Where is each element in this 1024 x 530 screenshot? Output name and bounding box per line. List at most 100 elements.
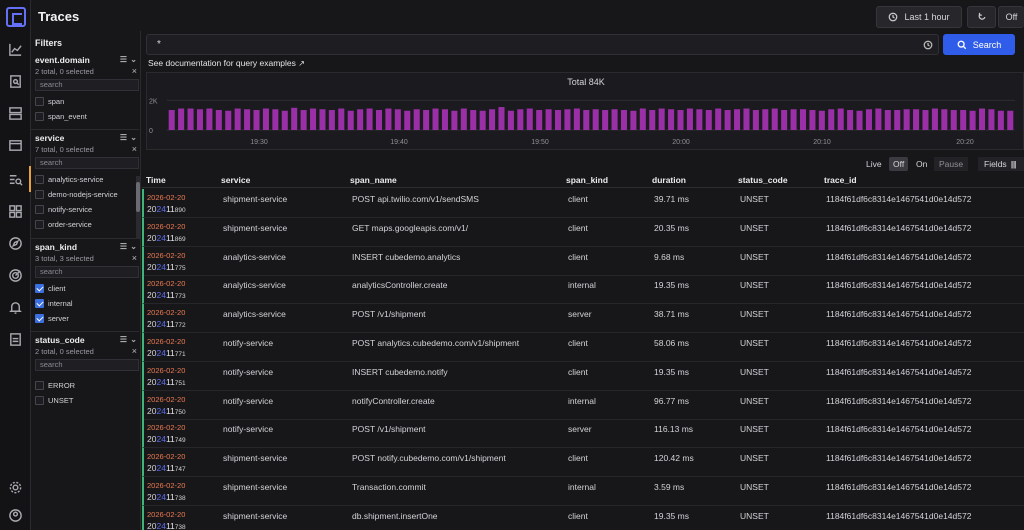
grid-icon[interactable] [7,203,24,220]
refresh-button[interactable] [967,6,996,28]
histogram-bar[interactable] [969,110,976,130]
histogram-bar[interactable] [847,110,854,130]
checkbox[interactable] [35,205,44,214]
chevron-down-icon[interactable]: ⌄ [130,133,137,142]
auto-refresh-toggle[interactable]: Off [998,6,1024,28]
list-icon[interactable]: ☰ [119,55,127,64]
histogram-bar[interactable] [526,108,533,130]
histogram-bar[interactable] [545,109,552,130]
histogram-bar[interactable] [310,108,317,130]
logo-icon[interactable] [6,7,26,27]
live-off-button[interactable]: Off [889,157,909,171]
table-row[interactable]: 2026-02-20 202411869 shipment-service GET m… [142,217,1024,247]
histogram-bar[interactable] [423,110,430,130]
filter-option[interactable]: order-service [35,217,139,232]
checkbox-checked[interactable] [35,314,44,323]
chevron-down-icon[interactable]: ⌄ [130,55,137,64]
histogram-bar[interactable] [394,109,401,130]
histogram-bar[interactable] [479,110,486,130]
histogram-bar[interactable] [347,110,354,130]
histogram-bar[interactable] [291,107,298,130]
filter-option[interactable]: ERROR [35,378,139,393]
histogram-bar[interactable] [460,108,467,130]
table-row[interactable]: 2026-02-20 202411890 shipment-service POST … [142,189,1024,218]
time-range-button[interactable]: Last 1 hour [876,6,962,28]
chevron-down-icon[interactable]: ⌄ [130,335,137,344]
histogram-bar[interactable] [564,109,571,130]
histogram-bar[interactable] [300,110,307,130]
histogram-bar[interactable] [196,109,203,130]
histogram-bar[interactable] [272,109,279,130]
histogram-bar[interactable] [856,110,863,130]
filter-option[interactable]: demo-nodejs-service [35,187,139,202]
histogram-bar[interactable] [253,110,260,130]
column-header-trace-id[interactable]: trace_id [824,175,857,185]
server-icon[interactable] [7,105,24,122]
chevron-down-icon[interactable]: ⌄ [130,242,137,251]
histogram-bar[interactable] [705,110,712,130]
filter-option[interactable]: notify-service [35,202,139,217]
table-row[interactable]: 2026-02-20 202411771 notify-service POST an… [142,333,1024,362]
table-row[interactable]: 2026-02-20 202411773 analytics-service anal… [142,275,1024,305]
histogram-bar[interactable] [404,110,411,130]
clear-icon[interactable]: × [131,66,137,76]
histogram-bar[interactable] [658,108,665,130]
filter-search-input[interactable]: search [35,157,139,169]
history-icon[interactable] [923,40,933,50]
histogram-bar[interactable] [583,110,590,130]
histogram-bar[interactable] [338,108,345,130]
list-icon[interactable]: ☰ [119,133,127,142]
target-icon[interactable] [7,267,24,284]
histogram-bar[interactable] [168,110,175,130]
histogram-bar[interactable] [931,108,938,130]
histogram-bar[interactable] [328,110,335,130]
histogram-bar[interactable] [281,110,288,130]
histogram-bar[interactable] [649,110,656,130]
histogram-bar[interactable] [696,109,703,130]
checkbox-checked[interactable] [35,299,44,308]
list-icon[interactable]: ☰ [119,335,127,344]
histogram-bar[interactable] [262,108,269,130]
filter-option[interactable]: internal [35,296,139,311]
histogram-bar[interactable] [639,108,646,130]
search-button[interactable]: Search [943,34,1015,55]
histogram-bar[interactable] [960,110,967,130]
histogram-bar[interactable] [366,108,373,130]
histogram-bar[interactable] [234,108,241,130]
fields-button[interactable]: Fields |||| [978,157,1024,171]
checkbox[interactable] [35,175,44,184]
checkbox[interactable] [35,112,44,121]
clear-icon[interactable]: × [131,346,137,356]
column-header-status-code[interactable]: status_code [738,175,788,185]
histogram-bar[interactable] [875,108,882,130]
filter-option[interactable]: UNSET [35,393,139,408]
card-icon[interactable] [7,137,24,154]
histogram-bar[interactable] [225,110,232,130]
histogram-bar[interactable] [903,109,910,130]
table-row[interactable]: 2026-02-20 202411751 notify-service INSERT … [142,361,1024,391]
checkbox[interactable] [35,220,44,229]
histogram-bar[interactable] [215,110,222,130]
table-row[interactable]: 2026-02-20 202411749 notify-service POST /v… [142,419,1024,449]
gear-icon[interactable] [7,479,24,496]
histogram-bar[interactable] [441,109,448,130]
user-avatar-icon[interactable] [7,507,24,524]
histogram-bar[interactable] [715,108,722,130]
histogram-bar[interactable] [950,110,957,130]
report-icon[interactable] [7,331,24,348]
filter-option[interactable]: span [35,94,139,109]
histogram-bar[interactable] [536,110,543,130]
histogram-bar[interactable] [790,109,797,130]
histogram-bar[interactable] [781,110,788,130]
histogram-bar[interactable] [592,109,599,130]
histogram-bar[interactable] [507,110,514,130]
histogram-bar[interactable] [988,109,995,130]
chart-line-icon[interactable] [7,41,24,58]
filter-option[interactable]: server [35,311,139,326]
histogram-bar[interactable] [809,110,816,130]
histogram-bar[interactable] [979,108,986,130]
histogram-bar[interactable] [187,108,194,130]
filter-search-input[interactable]: search [35,359,139,371]
histogram-bar[interactable] [432,108,439,130]
histogram-bar[interactable] [837,108,844,130]
